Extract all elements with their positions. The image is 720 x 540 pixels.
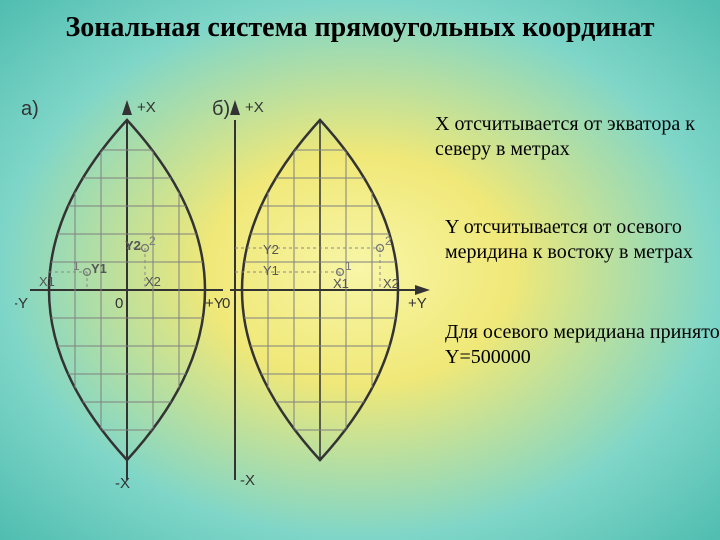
description-x: X отсчитывается от экватора к северу в м… xyxy=(435,112,715,162)
slide-title: Зональная система прямоугольных координа… xyxy=(0,12,720,44)
zero-a: 0 xyxy=(115,295,123,312)
zone-b-label: б) xyxy=(212,98,230,120)
minus-x-b: -X xyxy=(240,472,255,489)
description-y: Y отсчитывается от осевого меридина к во… xyxy=(445,215,720,265)
p1-b: 1 xyxy=(345,259,352,273)
p2-a: 2 xyxy=(149,234,156,248)
zero-b: 0 xyxy=(222,295,230,312)
y2-b: Y2 xyxy=(263,242,279,257)
slide-background: Зональная система прямоугольных координа… xyxy=(0,0,720,540)
x2-b: X2 xyxy=(383,276,399,291)
description-axial: Для осевого меридиана принято Y=500000 xyxy=(445,320,720,370)
plus-y-a: +Y xyxy=(205,295,224,312)
y1-b: Y1 xyxy=(263,263,279,278)
minus-x-a: -X xyxy=(115,475,130,490)
diagram-svg: а) +X -X -Y +Y 0 X1 X2 Y1 Y2 1 2 xyxy=(15,90,430,490)
y1-a: Y1 xyxy=(91,261,107,276)
x1-b: X1 xyxy=(333,276,349,291)
y2-a: Y2 xyxy=(125,238,141,253)
minus-y-a: -Y xyxy=(15,295,28,312)
plus-x-b: +X xyxy=(245,99,264,116)
coordinate-diagram: а) +X -X -Y +Y 0 X1 X2 Y1 Y2 1 2 xyxy=(15,90,430,490)
x1-a: X1 xyxy=(39,274,55,289)
p2-b: 2 xyxy=(385,234,392,248)
zone-a-label: а) xyxy=(21,98,39,120)
plus-x-a: +X xyxy=(137,99,156,116)
zone-b: б) +X -X +Y 0 X1 X2 Y1 Y2 1 2 xyxy=(212,98,430,489)
plus-y-b: +Y xyxy=(408,295,427,312)
x2-a: X2 xyxy=(145,274,161,289)
zone-a: а) +X -X -Y +Y 0 X1 X2 Y1 Y2 1 2 xyxy=(15,98,224,490)
p1-a: 1 xyxy=(73,259,80,273)
